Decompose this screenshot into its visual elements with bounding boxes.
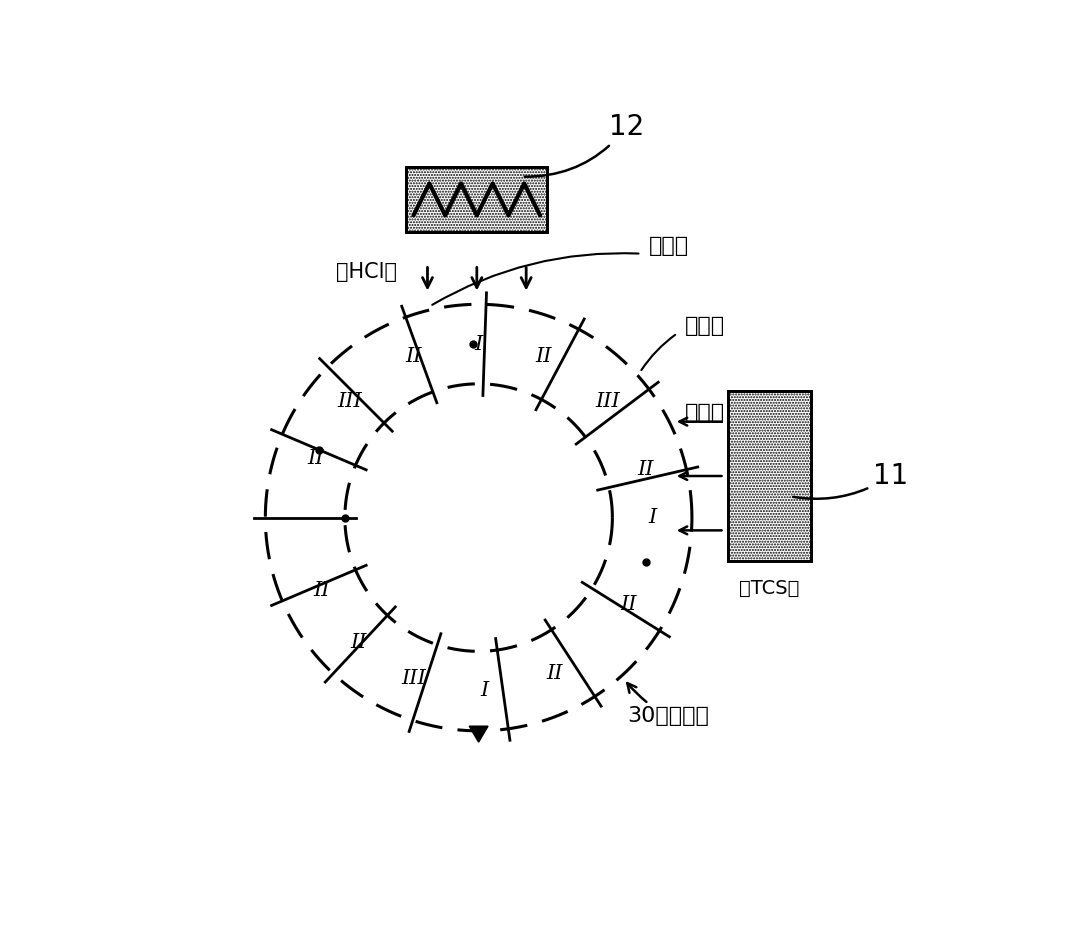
Text: II: II <box>349 633 367 652</box>
Text: I: I <box>474 334 483 354</box>
FancyBboxPatch shape <box>406 167 547 232</box>
Text: II: II <box>307 449 324 468</box>
Text: 30（晶圆）: 30（晶圆） <box>627 683 708 727</box>
Text: II: II <box>637 460 654 479</box>
Text: II: II <box>405 347 421 366</box>
Text: III: III <box>596 392 620 411</box>
Polygon shape <box>469 726 488 742</box>
Text: 12: 12 <box>525 113 644 177</box>
Text: II: II <box>620 594 637 614</box>
Text: I: I <box>481 682 489 700</box>
Text: II: II <box>546 664 563 683</box>
Text: （HCl）: （HCl） <box>336 262 397 282</box>
Text: III: III <box>401 669 426 688</box>
Text: 较快区: 较快区 <box>685 403 725 423</box>
Text: 11: 11 <box>793 462 908 499</box>
Text: （TCS）: （TCS） <box>740 579 800 598</box>
Text: 较慢区: 较慢区 <box>648 237 689 256</box>
Text: I: I <box>648 508 656 527</box>
Text: 过渡区: 过渡区 <box>685 316 725 336</box>
Text: III: III <box>338 392 362 411</box>
Text: II: II <box>313 581 330 600</box>
Text: II: II <box>535 347 551 366</box>
FancyBboxPatch shape <box>728 391 812 561</box>
